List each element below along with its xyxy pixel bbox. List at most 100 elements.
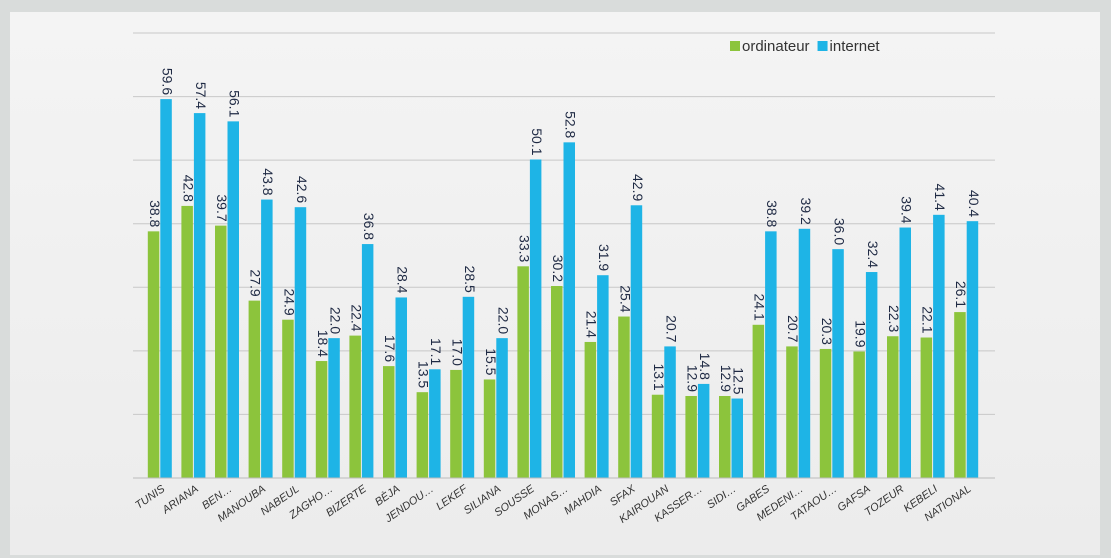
data-label: 38.8 bbox=[147, 200, 163, 227]
legend-label: internet bbox=[830, 38, 881, 55]
legend-swatch bbox=[817, 41, 828, 51]
bar bbox=[966, 221, 979, 478]
bar bbox=[450, 369, 462, 478]
bar bbox=[383, 366, 395, 478]
data-label: 42.6 bbox=[294, 176, 310, 203]
data-label: 22.0 bbox=[495, 307, 511, 334]
data-label: 13.5 bbox=[416, 361, 432, 388]
data-label: 42.8 bbox=[180, 175, 196, 202]
bar bbox=[651, 394, 664, 478]
data-label: 22.0 bbox=[327, 307, 343, 334]
bar bbox=[416, 392, 429, 478]
data-label: 21.4 bbox=[584, 311, 600, 338]
bar bbox=[798, 228, 811, 478]
legend-label: ordinateur bbox=[742, 38, 810, 55]
bar bbox=[819, 348, 832, 478]
bar bbox=[294, 207, 307, 478]
data-label: 39.4 bbox=[899, 196, 915, 223]
bar bbox=[865, 272, 878, 478]
data-label: 14.8 bbox=[697, 353, 713, 380]
data-label: 32.4 bbox=[865, 241, 881, 268]
legend-swatch bbox=[730, 41, 740, 51]
bar bbox=[227, 121, 239, 478]
data-label: 19.9 bbox=[852, 320, 868, 347]
data-label: 17.1 bbox=[428, 338, 444, 365]
data-label: 26.1 bbox=[953, 281, 969, 308]
bar bbox=[462, 296, 475, 478]
bar bbox=[147, 231, 160, 478]
bar bbox=[920, 337, 933, 478]
data-label: 39.2 bbox=[798, 198, 814, 225]
bar bbox=[361, 244, 374, 478]
bar bbox=[618, 316, 630, 478]
bar bbox=[933, 214, 945, 479]
bar bbox=[261, 199, 273, 479]
bar bbox=[429, 369, 441, 478]
data-label: 39.7 bbox=[214, 194, 230, 221]
bar bbox=[765, 231, 777, 478]
data-label: 20.3 bbox=[819, 318, 835, 345]
data-label: 59.6 bbox=[159, 68, 175, 95]
bar bbox=[496, 338, 508, 478]
bar bbox=[551, 286, 563, 478]
bar bbox=[248, 300, 261, 478]
data-label: 28.5 bbox=[462, 266, 478, 293]
data-label: 41.4 bbox=[932, 184, 948, 211]
bar bbox=[349, 335, 361, 478]
bar bbox=[630, 205, 643, 478]
data-label: 36.0 bbox=[831, 218, 847, 245]
data-label: 24.1 bbox=[752, 294, 768, 321]
data-label: 18.4 bbox=[315, 330, 331, 357]
bar bbox=[315, 361, 328, 478]
data-label: 15.5 bbox=[483, 348, 499, 375]
bar bbox=[483, 379, 496, 478]
bar bbox=[786, 346, 798, 478]
bar bbox=[395, 297, 407, 478]
data-label: 28.4 bbox=[395, 266, 411, 293]
data-label: 50.1 bbox=[529, 128, 545, 155]
bar bbox=[832, 249, 844, 478]
bar bbox=[584, 341, 597, 478]
bar bbox=[685, 395, 697, 478]
bar bbox=[719, 395, 731, 478]
bar bbox=[899, 227, 911, 478]
data-label: 17.6 bbox=[382, 335, 398, 362]
data-label: 36.8 bbox=[361, 213, 377, 240]
bar bbox=[517, 266, 529, 478]
bar bbox=[193, 113, 206, 478]
bar bbox=[697, 383, 710, 478]
data-label: 24.9 bbox=[281, 288, 297, 315]
bar bbox=[752, 324, 765, 478]
data-label: 33.3 bbox=[516, 235, 532, 262]
bar bbox=[181, 205, 193, 478]
data-label: 12.9 bbox=[718, 365, 734, 392]
data-label: 40.4 bbox=[966, 190, 982, 217]
data-label: 12.9 bbox=[684, 365, 700, 392]
data-label: 17.0 bbox=[449, 339, 465, 366]
bar bbox=[215, 225, 227, 478]
data-label: 27.9 bbox=[248, 269, 264, 296]
bar bbox=[664, 346, 676, 478]
legend: ordinateur internet bbox=[730, 38, 880, 55]
data-label: 13.1 bbox=[651, 363, 667, 390]
bar bbox=[853, 351, 865, 478]
data-label: 25.4 bbox=[617, 285, 633, 312]
bar bbox=[282, 319, 294, 478]
bar bbox=[731, 398, 743, 478]
data-label: 22.1 bbox=[920, 306, 936, 333]
data-label: 43.8 bbox=[260, 168, 276, 195]
bar bbox=[160, 99, 172, 478]
bar bbox=[328, 338, 340, 478]
data-label: 22.3 bbox=[886, 305, 902, 332]
bar bbox=[954, 312, 966, 478]
data-label: 22.4 bbox=[348, 304, 364, 331]
bar bbox=[597, 275, 609, 478]
data-label: 38.8 bbox=[764, 200, 780, 227]
data-label: 57.4 bbox=[193, 82, 209, 109]
data-label: 20.7 bbox=[663, 315, 679, 342]
data-label: 52.8 bbox=[563, 111, 579, 138]
data-label: 12.5 bbox=[731, 367, 747, 394]
data-label: 42.9 bbox=[630, 174, 646, 201]
bar bbox=[563, 142, 575, 479]
